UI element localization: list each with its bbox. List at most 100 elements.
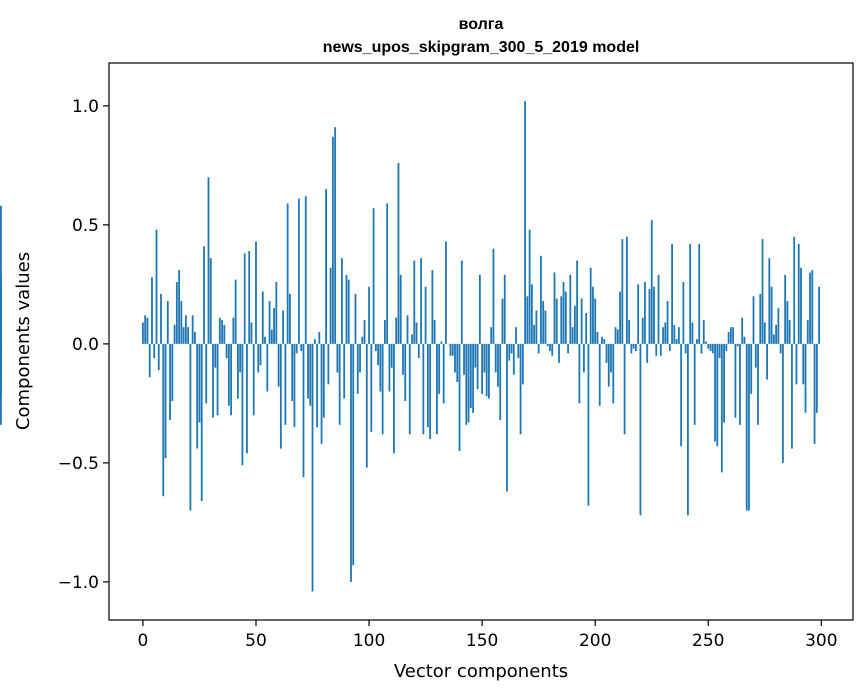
x-axis: 0 50 100 150 200 250 300 [138, 620, 838, 651]
bar [390, 343, 393, 368]
bar [270, 329, 273, 344]
bar [173, 324, 176, 344]
bar [766, 343, 768, 380]
bar [646, 343, 649, 363]
bar [555, 298, 558, 344]
bar [160, 293, 162, 344]
bar [300, 343, 303, 352]
bar [449, 343, 452, 356]
bar [422, 343, 425, 435]
bar [795, 343, 798, 385]
bar [458, 343, 461, 451]
bar [334, 127, 337, 344]
x-tick-label: 0 [138, 631, 149, 651]
bar [687, 343, 689, 516]
bar [440, 341, 443, 344]
bar [732, 327, 735, 344]
bar [562, 281, 565, 344]
bar [530, 284, 533, 344]
bar [809, 272, 811, 344]
bar [657, 274, 660, 344]
bar [393, 343, 395, 454]
bar [406, 315, 409, 344]
bar [567, 343, 569, 354]
y-tick-label: 0.5 [72, 216, 99, 236]
bar [266, 343, 269, 392]
y-tick-label: 1.0 [72, 97, 99, 117]
bar [279, 343, 282, 449]
bar [623, 343, 626, 435]
bar [408, 343, 411, 435]
bar [144, 315, 147, 344]
bar [553, 272, 556, 344]
bar [216, 343, 219, 416]
bar [628, 320, 631, 344]
bar [691, 322, 694, 344]
bar [802, 343, 805, 385]
bar [729, 327, 732, 344]
bar [709, 343, 712, 352]
bar [311, 343, 314, 592]
bar [813, 343, 816, 444]
bar [318, 331, 321, 344]
bar [739, 343, 741, 425]
bar [750, 343, 753, 394]
bar [741, 317, 744, 344]
bar [343, 343, 346, 399]
chart-title: волга [459, 16, 504, 33]
chart-subtitle: news_upos_skipgram_300_5_2019 model [323, 39, 640, 56]
bar [191, 315, 194, 344]
bar [788, 320, 791, 344]
bar [603, 339, 606, 344]
bar [497, 343, 499, 387]
bar [142, 322, 144, 344]
bar [637, 284, 640, 344]
bar [345, 274, 348, 344]
bar [625, 236, 628, 344]
bar [198, 343, 201, 423]
bar [356, 343, 359, 394]
bar [551, 343, 554, 356]
bar [225, 343, 228, 359]
bar [616, 329, 619, 344]
bar [791, 343, 793, 449]
bar [526, 296, 529, 344]
bar [488, 343, 490, 399]
bar [682, 281, 685, 344]
bar [377, 343, 380, 366]
bar [442, 343, 445, 404]
bar [533, 324, 536, 344]
bar [727, 331, 730, 344]
bar [811, 270, 814, 344]
bar [189, 343, 192, 511]
bar [775, 324, 778, 344]
bar [236, 343, 239, 399]
bar [639, 343, 642, 516]
bar [298, 198, 300, 344]
bar [327, 343, 330, 385]
bar [370, 343, 373, 432]
bar [0, 343, 2, 397]
bar [779, 343, 782, 354]
y-tick-label: 0.0 [72, 335, 99, 355]
bar [232, 317, 235, 344]
bar [352, 343, 355, 566]
bar [146, 317, 149, 344]
bar [684, 343, 687, 354]
bar [594, 298, 597, 344]
bar [372, 208, 375, 344]
bar [506, 343, 508, 492]
bar [336, 343, 339, 373]
bar [659, 343, 662, 356]
bar [558, 343, 560, 363]
bar [180, 301, 183, 344]
bar [182, 327, 185, 344]
bar [178, 270, 181, 344]
bar [218, 317, 221, 344]
bar [797, 243, 800, 344]
bar [286, 203, 289, 344]
bar [221, 320, 223, 344]
bar [610, 343, 612, 373]
bar [671, 243, 673, 344]
bar [700, 343, 703, 354]
